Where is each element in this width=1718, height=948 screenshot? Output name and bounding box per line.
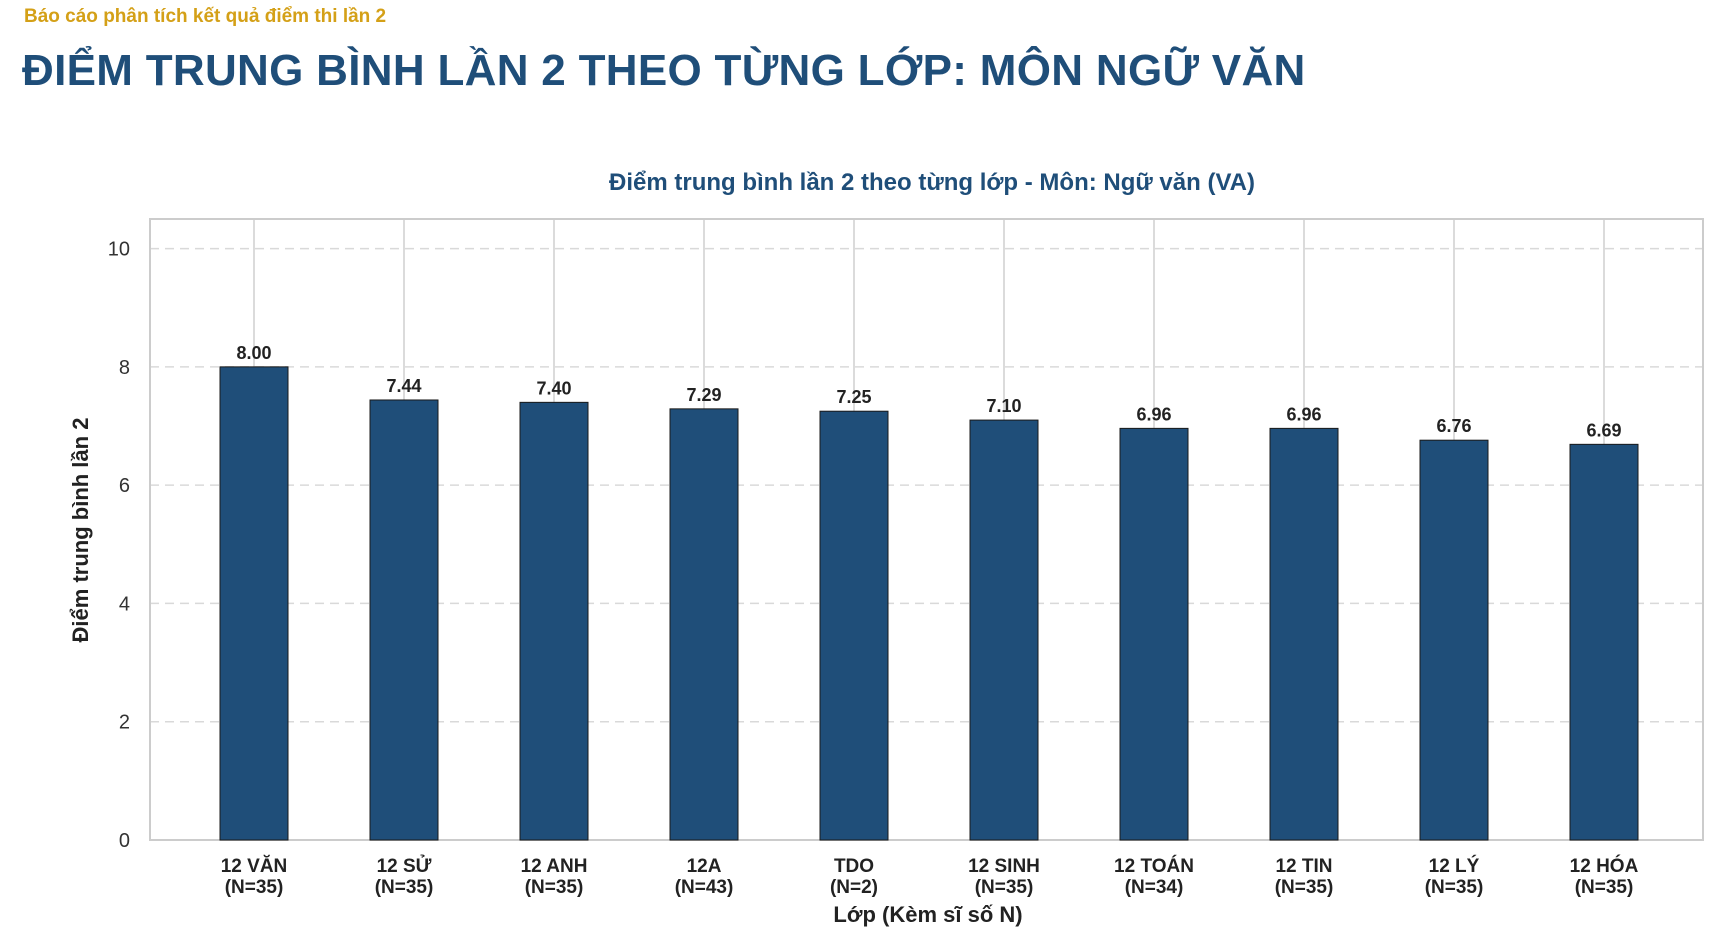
- x-tick-count: (N=34): [1125, 877, 1184, 898]
- x-tick-label: 12 HÓA: [1570, 855, 1639, 877]
- x-tick-label: 12 VĂN: [221, 855, 288, 877]
- x-tick-count: (N=35): [1575, 877, 1634, 898]
- bar: [369, 399, 439, 841]
- x-tick-count: (N=35): [525, 877, 584, 898]
- value-label: 7.29: [686, 385, 721, 405]
- y-tick-label: 2: [119, 712, 130, 734]
- y-tick-label: 8: [119, 357, 130, 379]
- x-tick-label: TDO: [834, 856, 874, 877]
- value-label: 6.69: [1586, 420, 1621, 440]
- x-tick-label: 12 ANH: [521, 856, 588, 877]
- y-tick-label: 4: [119, 593, 130, 615]
- value-label: 7.25: [836, 387, 871, 407]
- x-tick-label: 12 LÝ: [1429, 855, 1480, 877]
- x-tick-label: 12 TOÁN: [1114, 855, 1194, 877]
- value-label: 7.10: [986, 396, 1021, 416]
- bar: [1569, 443, 1639, 841]
- bar: [969, 419, 1039, 841]
- y-axis-label: Điểm trung bình lần 2: [68, 418, 93, 643]
- x-tick-label: 12 SỬ: [377, 855, 432, 877]
- x-tick-count: (N=43): [675, 877, 734, 898]
- x-tick-count: (N=35): [375, 877, 434, 898]
- bar: [819, 410, 889, 841]
- y-tick-label: 0: [119, 830, 130, 852]
- value-label: 7.40: [536, 378, 571, 398]
- plot-frame: [149, 218, 1704, 841]
- x-tick-label: 12 SINH: [968, 856, 1040, 877]
- x-tick-label: 12 TIN: [1275, 856, 1332, 877]
- bar: [1119, 427, 1189, 841]
- x-tick-count: (N=35): [975, 877, 1034, 898]
- value-label: 6.96: [1286, 404, 1321, 424]
- chart-title: Điểm trung bình lần 2 theo từng lớp - Mô…: [609, 169, 1255, 196]
- x-tick-label: 12A: [687, 856, 722, 877]
- bar: [1419, 439, 1489, 841]
- value-label: 7.44: [386, 376, 421, 396]
- x-tick-count: (N=35): [1275, 877, 1334, 898]
- x-axis-label: Lớp (Kèm sĩ số N): [833, 902, 1022, 927]
- x-axis-ticks: 12 VĂN(N=35)12 SỬ(N=35)12 ANH(N=35)12A(N…: [221, 855, 1639, 898]
- bar: [669, 408, 739, 841]
- report-title: ĐIỂM TRUNG BÌNH LẦN 2 THEO TỪNG LỚP: MÔN…: [22, 46, 1306, 95]
- x-tick-count: (N=35): [1425, 877, 1484, 898]
- bar: [1269, 427, 1339, 841]
- value-label: 6.76: [1436, 416, 1471, 436]
- report-subtitle: Báo cáo phân tích kết quả điểm thi lần 2: [24, 6, 387, 27]
- y-tick-label: 6: [119, 475, 130, 497]
- x-tick-count: (N=35): [225, 877, 284, 898]
- bar: [219, 366, 289, 841]
- value-label: 8.00: [236, 343, 271, 363]
- y-axis-ticks: 0 2 4 6 8 10: [108, 239, 130, 852]
- x-tick-count: (N=2): [830, 877, 878, 898]
- value-label: 6.96: [1136, 404, 1171, 424]
- bars-layer: 8.00 7.44 7.40 7.29 7.25 7.10 6.96 6.96 6.76 6.69: [219, 343, 1639, 841]
- y-tick-label: 10: [108, 239, 130, 261]
- bar: [519, 401, 589, 841]
